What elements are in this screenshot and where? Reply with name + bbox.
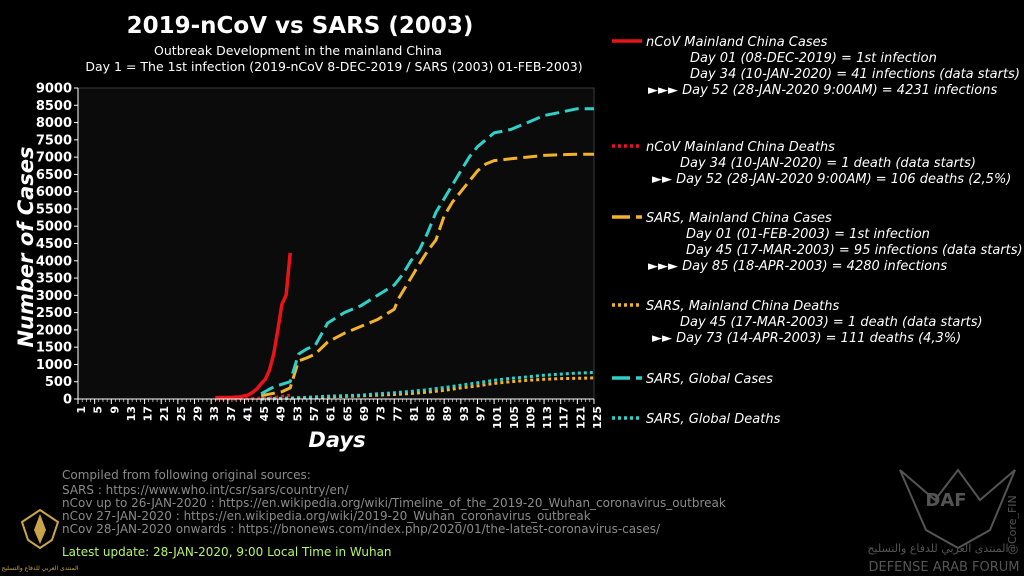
x-tick-label: 65 — [341, 406, 354, 421]
chart-subtitle-day-definition: Day 1 = The 1st infection (2019-nCoV 8-D… — [85, 59, 582, 74]
x-tick-label: 85 — [425, 406, 438, 421]
sources-heading: Compiled from following original sources… — [62, 468, 311, 482]
watermark-english: DEFENSE ARAB FORUM — [868, 560, 1019, 575]
series-line-4 — [260, 107, 594, 396]
legend-entry-0: nCoV Mainland China Cases — [646, 35, 828, 50]
y-tick-label: 4000 — [36, 254, 72, 269]
x-tick-label: 73 — [375, 406, 388, 421]
x-tick-label: 81 — [408, 406, 421, 421]
legend-entry-4: SARS, Global Cases — [646, 372, 773, 387]
y-tick-label: 8500 — [36, 99, 72, 114]
chart-subtitle: Outbreak Development in the mainland Chi… — [154, 43, 442, 58]
legend-note: Day 34 (10-JAN-2020) = 41 infections (da… — [690, 67, 1020, 82]
y-tick-label: 3000 — [36, 289, 72, 304]
x-tick-label: 77 — [391, 406, 404, 421]
x-tick-label: 9 — [108, 406, 121, 414]
x-axis: 1 5 9 13 17 21 25 29 33 37 41 45 49 53 57 61 65 69 73 77 81 8… — [75, 398, 604, 429]
y-tick-label: 1000 — [36, 358, 72, 373]
y-tick-label: 2000 — [36, 323, 72, 338]
legend-note: ►► Day 52 (28-JAN-2020 9:00AM) = 106 dea… — [652, 172, 1011, 187]
x-tick-label: 33 — [208, 406, 221, 421]
x-tick-label: 61 — [325, 406, 338, 421]
y-axis-label: Number of Cases — [14, 146, 38, 347]
y-tick-label: 4500 — [36, 237, 72, 252]
legend-note: Day 01 (01-FEB-2003) = 1st infection — [686, 227, 930, 242]
x-tick-label: 113 — [541, 406, 554, 429]
watermark-arabic-left: المنتدى العربي للدفاع والتسليح — [2, 565, 79, 572]
legend-entry-2: SARS, Mainland China Cases — [646, 211, 832, 226]
legend-entry-3: SARS, Mainland China Deaths — [646, 299, 840, 314]
source-line: nCov 28-JAN-2020 onwards : https://bnone… — [62, 522, 661, 536]
latest-update: Latest update: 28-JAN-2020, 9:00 Local T… — [62, 545, 392, 559]
y-tick-label: 3500 — [36, 272, 72, 287]
chart-title: 2019-nCoV vs SARS (2003) — [127, 13, 474, 39]
watermark-handle: @Core_FIN — [1006, 495, 1019, 555]
x-tick-label: 89 — [441, 406, 454, 421]
legend-note: Day 01 (08-DEC-2019) = 1st infection — [690, 51, 937, 66]
y-tick-label: 7500 — [36, 133, 72, 148]
y-tick-label: 5500 — [36, 202, 72, 217]
legend-entry-1: nCoV Mainland China Deaths — [646, 140, 835, 155]
x-axis-label: Days — [308, 428, 365, 452]
legend-note: Day 45 (17-MAR-2003) = 95 infections (da… — [686, 243, 1023, 258]
watermark-arabic: المنتدى العربي للدفاع والتسليح — [867, 542, 1008, 555]
legend-note: Day 45 (17-MAR-2003) = 1 death (data sta… — [680, 315, 983, 330]
x-tick-label: 41 — [241, 406, 254, 421]
y-tick-label: 7000 — [36, 151, 72, 166]
y-tick-label: 6000 — [36, 185, 72, 200]
x-tick-label: 105 — [508, 406, 521, 429]
x-tick-label: 109 — [524, 406, 537, 429]
legend-entry-5: SARS, Global Deaths — [646, 412, 781, 427]
x-tick-label: 57 — [308, 406, 321, 421]
x-tick-label: 45 — [258, 406, 271, 421]
watermark-letters: DAF — [925, 490, 966, 511]
legend-note: Day 34 (10-JAN-2020) = 1 death (data sta… — [680, 156, 976, 171]
x-tick-label: 97 — [474, 406, 487, 421]
y-tick-label: 6500 — [36, 168, 72, 183]
plot-background — [77, 87, 595, 400]
y-tick-label: 5000 — [36, 220, 72, 235]
x-tick-label: 29 — [192, 406, 205, 421]
y-tick-label: 0 — [63, 393, 72, 408]
series-line-2 — [260, 152, 594, 398]
x-tick-label: 117 — [558, 406, 571, 429]
y-tick-label: 8000 — [36, 116, 72, 131]
source-line: nCov up to 26-JAN-2020 : https://en.wiki… — [62, 496, 726, 510]
x-tick-label: 69 — [358, 406, 371, 421]
x-tick-label: 125 — [591, 406, 604, 429]
x-tick-label: 5 — [92, 406, 105, 414]
x-tick-label: 25 — [175, 406, 188, 421]
legend-note: ►► Day 73 (14-APR-2003) = 111 deaths (4,… — [652, 331, 961, 346]
legend-note: ►►► Day 52 (28-JAN-2020 9:00AM) = 4231 i… — [648, 83, 997, 98]
x-tick-label: 17 — [142, 406, 155, 421]
x-tick-label: 37 — [225, 406, 238, 421]
x-tick-label: 53 — [291, 406, 304, 421]
source-line: nCov 27-JAN-2020 : https://en.wikipedia.… — [62, 509, 591, 523]
series-line-0 — [215, 252, 292, 400]
x-tick-label: 93 — [458, 406, 471, 421]
x-tick-label: 101 — [491, 406, 504, 429]
crest-logo-left: المنتدى العربي للدفاع والتسليح — [2, 508, 79, 572]
y-tick-label: 1500 — [36, 341, 72, 356]
source-line: SARS : https://www.who.int/csr/sars/coun… — [62, 483, 349, 497]
y-tick-label: 2500 — [36, 306, 72, 321]
legend-note: ►►► Day 85 (18-APR-2003) = 4280 infectio… — [648, 259, 947, 274]
x-tick-label: 1 — [75, 406, 88, 414]
watermark-logo-right: DAF المنتدى العربي للدفاع والتسليح DEFEN… — [867, 468, 1020, 575]
x-tick-label: 49 — [275, 406, 288, 421]
x-tick-label: 21 — [158, 406, 171, 421]
x-tick-label: 13 — [125, 406, 138, 421]
y-tick-label: 500 — [45, 375, 72, 390]
y-tick-label: 9000 — [36, 82, 72, 97]
y-axis: 0 500 1000 1500 2000 2500 3000 3500 4000 4500 5000… — [36, 82, 79, 408]
x-tick-label: 121 — [574, 406, 587, 429]
sources-block: Compiled from following original sources… — [62, 468, 726, 559]
plot-area — [77, 87, 595, 401]
